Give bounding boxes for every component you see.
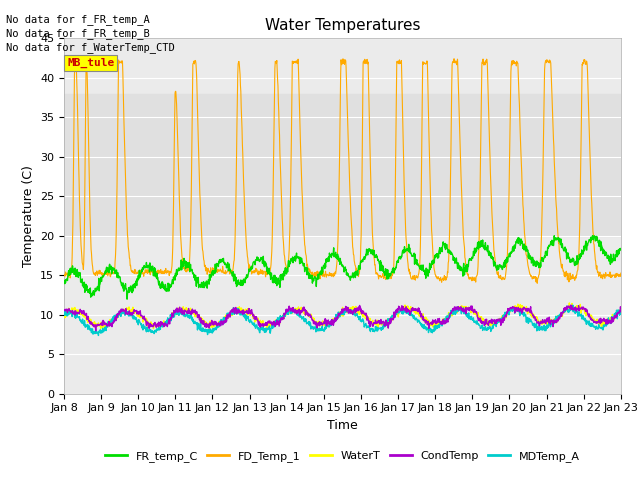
Legend: FR_temp_C, FD_Temp_1, WaterT, CondTemp, MDTemp_A: FR_temp_C, FD_Temp_1, WaterT, CondTemp, … — [100, 446, 584, 466]
Text: No data for f_FR_temp_B: No data for f_FR_temp_B — [6, 28, 150, 39]
Text: No data for f_WaterTemp_CTD: No data for f_WaterTemp_CTD — [6, 42, 175, 53]
Bar — [64, 94, 621, 236]
Title: Water Temperatures: Water Temperatures — [265, 18, 420, 33]
Text: MB_tule: MB_tule — [67, 58, 115, 69]
Y-axis label: Temperature (C): Temperature (C) — [22, 165, 35, 267]
X-axis label: Time: Time — [327, 419, 358, 432]
Text: No data for f_FR_temp_A: No data for f_FR_temp_A — [6, 13, 150, 24]
